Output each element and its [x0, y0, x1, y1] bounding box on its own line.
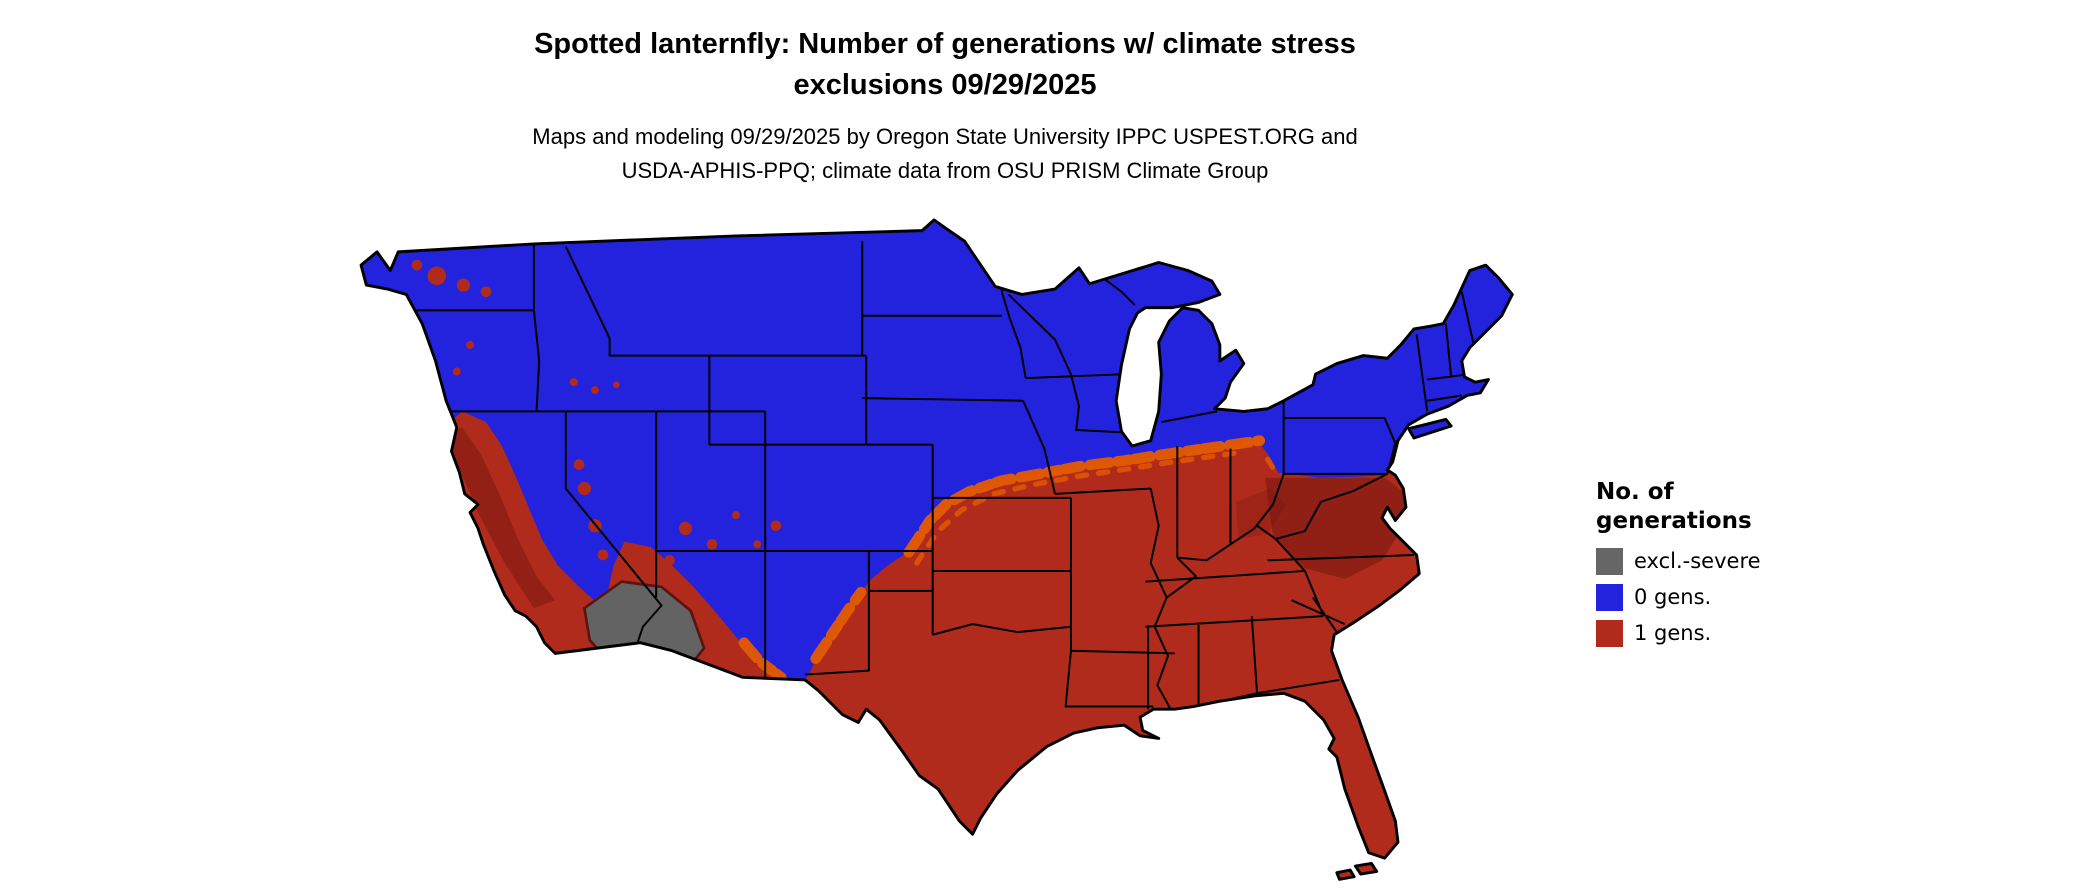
legend-label-zero-gens: 0 gens. [1634, 585, 1712, 609]
legend-label-excl-severe: excl.-severe [1634, 549, 1761, 573]
title-line-2: exclusions 09/29/2025 [793, 69, 1097, 101]
legend-item-excl-severe: excl.-severe [1596, 548, 1836, 575]
legend-swatch-excl-severe [1596, 548, 1623, 575]
map-legend: No. of generations excl.-severe 0 gens. … [1596, 478, 1836, 656]
us-generations-map [312, 212, 1572, 890]
title-line-1: Spotted lanternfly: Number of generation… [534, 28, 1356, 60]
legend-swatch-one-gen [1596, 620, 1623, 647]
transition-patch-new-jersey [1392, 448, 1420, 478]
page-title: Spotted lanternfly: Number of generation… [0, 24, 1890, 106]
legend-title: No. of generations [1596, 478, 1836, 536]
legend-item-one-gen: 1 gens. [1596, 620, 1836, 647]
us-map-svg [359, 218, 1514, 881]
subtitle-line-1: Maps and modeling 09/29/2025 by Oregon S… [532, 124, 1358, 149]
transition-band-speckle [914, 449, 1279, 566]
transition-band [738, 435, 1266, 683]
state-borders [371, 233, 1477, 734]
legend-title-line-2: generations [1596, 508, 1752, 534]
subtitle-line-2: USDA-APHIS-PPQ; climate data from OSU PR… [621, 158, 1269, 183]
legend-title-line-1: No. of [1596, 479, 1674, 505]
one-gen-outlier-patches [411, 259, 782, 566]
legend-label-one-gen: 1 gens. [1634, 621, 1712, 645]
legend-swatch-zero-gens [1596, 584, 1623, 611]
legend-item-zero-gens: 0 gens. [1596, 584, 1836, 611]
page-subtitle: Maps and modeling 09/29/2025 by Oregon S… [0, 120, 1890, 188]
region-one-gen-california [438, 411, 641, 659]
